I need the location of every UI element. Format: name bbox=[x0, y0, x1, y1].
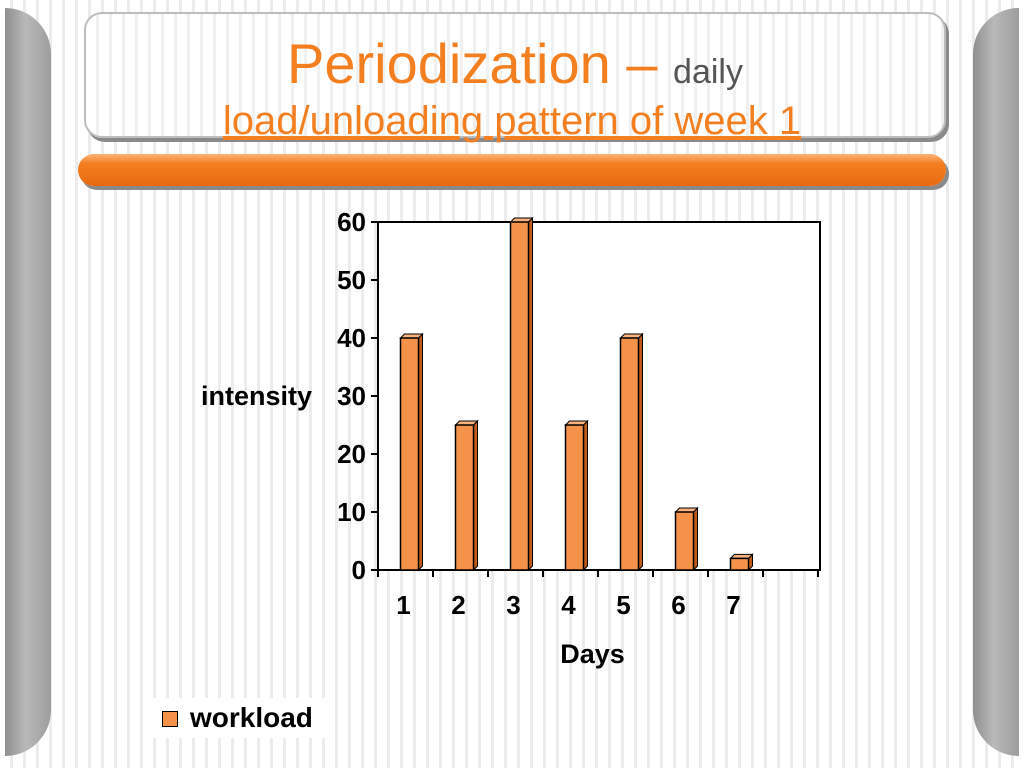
orange-divider-bar bbox=[78, 154, 946, 186]
x-tick-label: 1 bbox=[396, 590, 410, 620]
y-tick-label: 10 bbox=[337, 497, 366, 527]
x-tick-label: 2 bbox=[451, 590, 465, 620]
x-axis-label: Days bbox=[560, 639, 625, 669]
y-tick-label: 40 bbox=[337, 323, 366, 353]
slide-subtitle: load/unloading pattern of week 1 bbox=[222, 99, 802, 143]
bar bbox=[729, 553, 754, 572]
x-axis: 1 2 3 4 5 6 7 bbox=[377, 570, 819, 620]
y-tick-label: 60 bbox=[337, 207, 366, 237]
legend-label-workload: workload bbox=[190, 702, 313, 733]
bar bbox=[509, 216, 534, 572]
x-tick-label: 4 bbox=[561, 590, 576, 620]
bars-group bbox=[399, 216, 754, 572]
left-decorative-bar bbox=[5, 8, 51, 756]
x-tick-label: 3 bbox=[506, 590, 520, 620]
y-axis: 0 10 20 30 40 50 60 bbox=[337, 207, 379, 585]
title-main: Periodization – bbox=[287, 32, 674, 95]
x-tick-label: 5 bbox=[616, 590, 630, 620]
legend: workload bbox=[152, 698, 334, 738]
y-tick-label: 20 bbox=[337, 439, 366, 469]
plot-area bbox=[377, 221, 821, 571]
y-tick-label: 0 bbox=[352, 555, 366, 585]
x-tick-label: 7 bbox=[726, 590, 740, 620]
slide-title: Periodization – daily bbox=[86, 34, 944, 102]
title-frame: Periodization – daily bbox=[84, 12, 946, 138]
title-small: daily bbox=[673, 53, 743, 91]
x-tick-label: 6 bbox=[671, 590, 685, 620]
bar bbox=[564, 419, 589, 572]
y-tick-label: 30 bbox=[337, 381, 366, 411]
bar bbox=[399, 332, 424, 572]
bar bbox=[619, 332, 644, 572]
bar bbox=[454, 419, 479, 572]
legend-swatch bbox=[162, 711, 178, 727]
y-axis-label: intensity bbox=[201, 381, 312, 411]
right-decorative-bar bbox=[973, 8, 1019, 756]
bar bbox=[674, 506, 699, 572]
y-tick-label: 50 bbox=[337, 265, 366, 295]
